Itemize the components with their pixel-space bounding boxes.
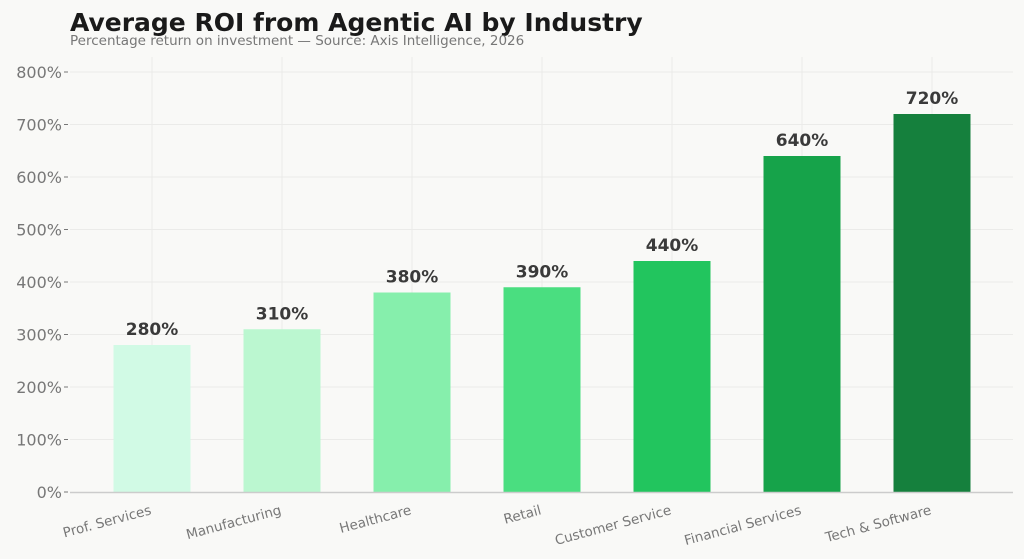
x-tick-label: Tech & Software xyxy=(823,502,933,546)
bar-value-label: 280% xyxy=(126,320,179,340)
x-tick-label: Retail xyxy=(502,502,543,527)
bar-prof-services xyxy=(113,345,191,492)
y-tick-label: 800% xyxy=(16,63,62,82)
bar-retail xyxy=(503,287,581,492)
bar-financial-services xyxy=(763,156,841,492)
y-tick-label: 300% xyxy=(16,326,62,345)
y-tick-label: 100% xyxy=(16,431,62,450)
bar-healthcare xyxy=(373,292,451,492)
bar-value-label: 310% xyxy=(256,304,309,324)
bar-value-label: 640% xyxy=(776,131,829,151)
bar-tech-software xyxy=(893,114,971,492)
x-tick-label: Manufacturing xyxy=(184,502,283,543)
bar-value-label: 380% xyxy=(386,268,439,288)
bar-customer-service xyxy=(633,261,711,492)
y-tick-label: 0% xyxy=(37,483,62,502)
y-tick-label: 600% xyxy=(16,168,62,187)
y-tick-label: 400% xyxy=(16,273,62,292)
bar-manufacturing xyxy=(243,329,321,492)
bar-value-label: 390% xyxy=(516,262,569,282)
bar-value-label: 720% xyxy=(906,89,959,109)
x-tick-label: Financial Services xyxy=(683,502,803,549)
x-tick-label: Customer Service xyxy=(553,502,673,548)
x-tick-label: Healthcare xyxy=(338,502,413,537)
bar-value-label: 440% xyxy=(646,236,699,256)
chart-title: Average ROI from Agentic AI by Industry xyxy=(70,8,643,37)
y-tick-label: 700% xyxy=(16,116,62,135)
y-tick-label: 500% xyxy=(16,221,62,240)
x-tick-label: Prof. Services xyxy=(61,502,153,541)
y-tick-label: 200% xyxy=(16,378,62,397)
chart-subtitle: Percentage return on investment — Source… xyxy=(70,33,524,49)
